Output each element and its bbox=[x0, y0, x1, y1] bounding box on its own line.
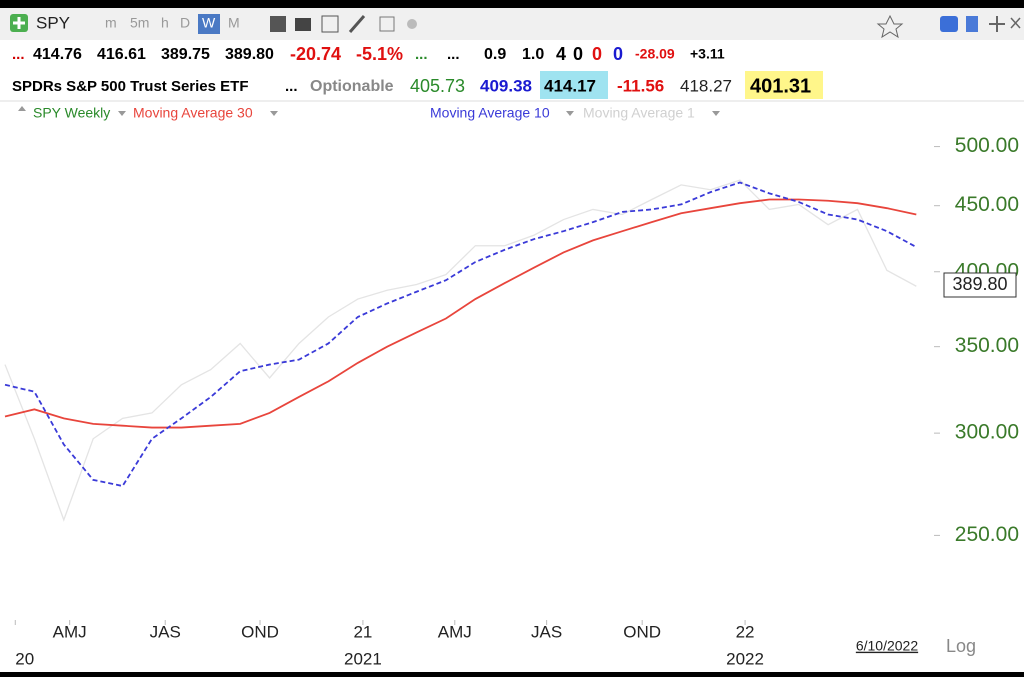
plus-icon bbox=[13, 17, 25, 29]
quote-field: ... bbox=[285, 78, 298, 95]
quote-field: SPDRs S&P 500 Trust Series ETF bbox=[12, 78, 249, 95]
series-line bbox=[4, 181, 917, 488]
interval[interactable]: W bbox=[202, 15, 216, 31]
quote-field: -28.09 bbox=[635, 46, 675, 62]
legend-arrow bbox=[712, 111, 720, 116]
link-icon[interactable] bbox=[407, 19, 417, 29]
year-label: 2022 bbox=[726, 649, 764, 668]
quote-field: 405.73 bbox=[410, 76, 465, 96]
y-tick-label: 250.00 bbox=[955, 523, 1019, 546]
quote-field: 414.76 bbox=[33, 46, 82, 63]
draw-icon[interactable] bbox=[348, 15, 366, 33]
legend-arrow bbox=[566, 111, 574, 116]
x-tick-label: 21 bbox=[353, 622, 372, 641]
legend-entry: SPY Weekly bbox=[33, 105, 110, 121]
quote-field: ... bbox=[447, 46, 460, 63]
window-bg bbox=[0, 8, 1024, 672]
x-tick-label: OND bbox=[241, 622, 279, 641]
star-icon[interactable] bbox=[876, 14, 904, 39]
series-line bbox=[4, 179, 917, 522]
quote-field: 418.27 bbox=[680, 76, 732, 95]
interval[interactable]: 5m bbox=[130, 15, 149, 31]
s-icon[interactable] bbox=[940, 16, 958, 32]
interval[interactable]: D bbox=[180, 15, 190, 31]
interval[interactable]: h bbox=[161, 15, 169, 31]
highlight-cyan bbox=[540, 71, 608, 99]
legend-arrow bbox=[18, 106, 26, 111]
quote-field: 4 bbox=[556, 44, 566, 64]
legend-entry: Moving Average 1 bbox=[583, 105, 695, 121]
quote-field: 0 bbox=[592, 44, 602, 64]
phone-icon[interactable] bbox=[966, 16, 978, 32]
series-line bbox=[4, 198, 917, 429]
tool-icon[interactable] bbox=[270, 16, 286, 32]
x-tick-label: JAS bbox=[150, 622, 181, 641]
toolbar-bg bbox=[0, 8, 1024, 40]
quote-field: ... bbox=[12, 46, 25, 63]
quote-field: -11.56 bbox=[617, 76, 664, 95]
last-price: 389.80 bbox=[952, 274, 1007, 294]
quote-field: 1.0 bbox=[522, 46, 544, 63]
x-tick-label: 22 bbox=[736, 622, 755, 641]
grid-icon[interactable] bbox=[321, 15, 339, 33]
quote-field: -20.74 bbox=[290, 44, 341, 64]
x-tick-label: 20 bbox=[15, 649, 34, 668]
quote-field: -5.1% bbox=[356, 44, 403, 64]
quote-field: Optionable bbox=[310, 78, 394, 95]
y-tick-label: 450.00 bbox=[955, 193, 1019, 216]
last-price-box bbox=[943, 272, 1017, 298]
close-icon[interactable] bbox=[1010, 17, 1021, 29]
y-tick-label: 350.00 bbox=[955, 334, 1019, 357]
x-tick-label: AMJ bbox=[438, 622, 472, 641]
x-tick-label: JAS bbox=[531, 622, 562, 641]
quote-field: 414.17 bbox=[544, 76, 596, 95]
quote-field: 0 bbox=[573, 44, 583, 64]
interval[interactable]: M bbox=[228, 15, 240, 31]
legend-entry: Moving Average 10 bbox=[430, 105, 550, 121]
y-tick-label: 300.00 bbox=[955, 421, 1019, 444]
quote-field: 0 bbox=[613, 44, 623, 64]
interval-selected bbox=[198, 14, 220, 34]
highlight-yellow bbox=[745, 71, 823, 99]
legend-arrow bbox=[270, 111, 278, 116]
note-icon[interactable] bbox=[379, 16, 395, 32]
legend-arrow bbox=[118, 111, 126, 116]
legend-entry: Moving Average 30 bbox=[133, 105, 253, 121]
x-tick-label: OND bbox=[623, 622, 661, 641]
quote-field: 389.80 bbox=[225, 46, 274, 63]
interval[interactable]: m bbox=[105, 15, 117, 31]
y-tick-label: 500.00 bbox=[955, 134, 1019, 157]
scale-toggle[interactable]: Log bbox=[946, 636, 976, 656]
quote-field: 0.9 bbox=[484, 46, 506, 63]
quote-field: +3.11 bbox=[690, 46, 725, 62]
x-tick-label: AMJ bbox=[53, 622, 87, 641]
year-label: 2021 bbox=[344, 649, 382, 668]
quote-field: 409.38 bbox=[480, 76, 532, 95]
move-icon[interactable] bbox=[989, 16, 1005, 32]
quote-field: 401.31 bbox=[750, 75, 811, 97]
symbol[interactable]: SPY bbox=[36, 13, 70, 32]
quote-field: 416.61 bbox=[97, 46, 146, 63]
quote-field: 389.75 bbox=[161, 46, 210, 63]
quote-field: ... bbox=[415, 46, 428, 63]
end-date: 6/10/2022 bbox=[856, 638, 918, 654]
bars-icon[interactable] bbox=[295, 18, 311, 31]
